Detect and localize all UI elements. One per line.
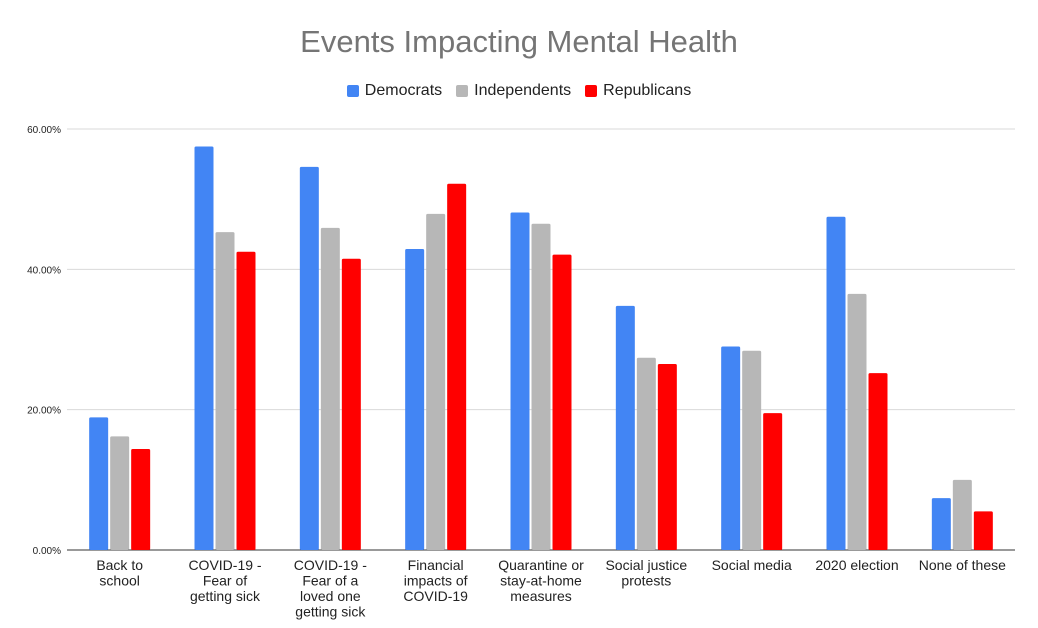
- bar-republicans: [657, 364, 677, 550]
- legend-swatch-independents: [456, 85, 469, 97]
- y-tick-label: 40.00%: [27, 265, 61, 276]
- bar-republicans: [131, 448, 151, 550]
- legend-label-democrats: Democrats: [364, 82, 443, 99]
- bar-democrats: [510, 212, 530, 550]
- bar-democrats: [194, 146, 214, 550]
- bar-independents: [531, 223, 551, 550]
- bar-independents: [742, 350, 762, 550]
- bar-independents: [110, 436, 130, 550]
- legend-item-democrats[interactable]: Democrats: [346, 82, 443, 100]
- legend-item-independents[interactable]: Independents: [456, 82, 571, 100]
- x-tick-label: Fear of: [203, 573, 247, 589]
- legend-label-independents: Independents: [474, 82, 572, 99]
- bar-democrats: [931, 498, 951, 550]
- x-tick-label: Financial: [408, 557, 464, 573]
- bar-democrats: [89, 417, 109, 550]
- bar-democrats: [299, 166, 319, 550]
- x-tick-label: stay-at-home: [500, 573, 582, 589]
- x-tick-label: COVID-19: [403, 588, 468, 604]
- bar-democrats: [405, 248, 425, 551]
- bar-independents: [320, 227, 340, 550]
- bar-republicans: [763, 413, 783, 550]
- x-tick-label: Quarantine or: [498, 557, 584, 573]
- bar-independents: [636, 357, 656, 550]
- y-tick-label: 60.00%: [27, 125, 61, 136]
- bar-independents: [847, 293, 867, 550]
- legend-swatch-democrats: [346, 85, 359, 97]
- x-tick-label: COVID-19 -: [294, 557, 367, 573]
- legend-swatch-republicans: [585, 85, 598, 97]
- bar-independents: [952, 479, 972, 550]
- x-tick-label: Fear of a: [302, 573, 358, 589]
- bar-democrats: [615, 305, 635, 550]
- legend-item-republicans[interactable]: Republicans: [585, 82, 691, 100]
- bar-republicans: [447, 183, 467, 551]
- x-tick-label: getting sick: [295, 604, 366, 620]
- y-tick-label: 20.00%: [27, 406, 61, 417]
- bar-republicans: [236, 251, 256, 550]
- bar-independents: [426, 213, 446, 550]
- bar-republicans: [868, 373, 888, 550]
- bar-independents: [215, 232, 235, 550]
- x-tick-label: Social media: [712, 557, 792, 573]
- x-tick-label: measures: [510, 588, 571, 604]
- legend: Democrats Independents Republicans: [0, 82, 1038, 100]
- bar-republicans: [341, 258, 361, 550]
- x-tick-label: loved one: [300, 588, 361, 604]
- x-tick-label: school: [99, 573, 139, 589]
- bar-democrats: [826, 216, 846, 551]
- x-tick-label: Back to: [96, 557, 143, 573]
- x-tick-label: impacts of: [404, 573, 468, 589]
- bar-republicans: [552, 254, 572, 550]
- x-tick-label: getting sick: [190, 588, 261, 604]
- x-tick-label: Social justice: [605, 557, 687, 573]
- legend-label-republicans: Republicans: [603, 82, 692, 99]
- x-tick-label: None of these: [919, 557, 1006, 573]
- x-tick-label: protests: [621, 573, 671, 589]
- x-tick-label: 2020 election: [815, 557, 898, 573]
- x-tick-label: COVID-19 -: [188, 557, 261, 573]
- bar-democrats: [721, 346, 741, 550]
- chart-title: Events Impacting Mental Health: [300, 24, 738, 59]
- y-tick-label: 0.00%: [33, 546, 61, 557]
- bar-republicans: [973, 511, 993, 550]
